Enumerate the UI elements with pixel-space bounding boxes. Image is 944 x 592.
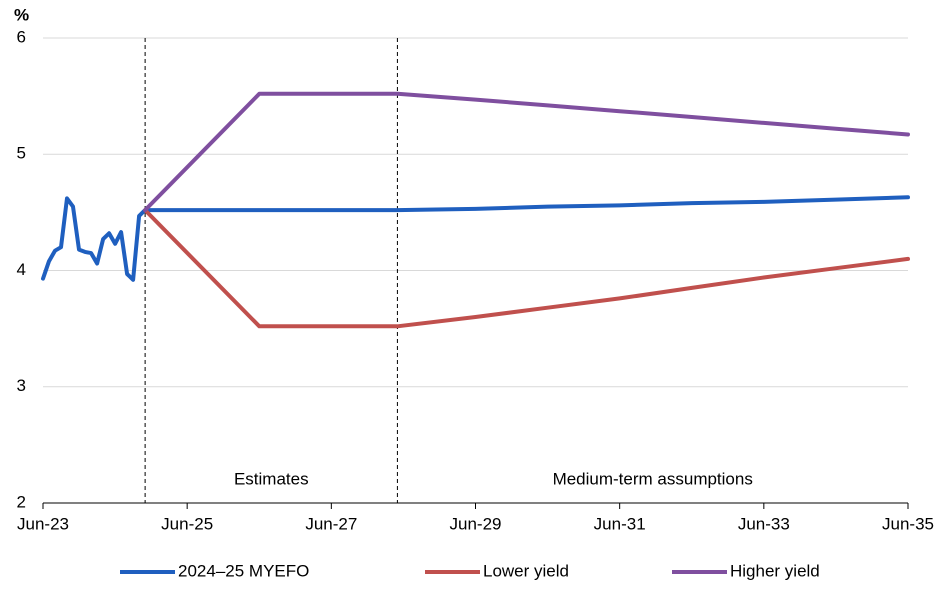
x-tick-label: Jun-25 (161, 514, 213, 533)
region-label: Medium-term assumptions (553, 469, 753, 488)
legend-label: Higher yield (730, 561, 820, 580)
x-tick-label: Jun-31 (594, 514, 646, 533)
legend-label: Lower yield (483, 561, 569, 580)
x-tick-label: Jun-23 (17, 514, 69, 533)
x-tick-label: Jun-27 (305, 514, 357, 533)
y-unit: % (14, 5, 29, 24)
x-tick-label: Jun-33 (738, 514, 790, 533)
region-label: Estimates (234, 469, 309, 488)
x-tick-label: Jun-35 (882, 514, 934, 533)
series-line (143, 208, 910, 329)
y-tick-label: 3 (17, 376, 26, 395)
y-tick-label: 2 (17, 492, 26, 511)
series-line (143, 91, 910, 213)
y-tick-label: 4 (17, 260, 26, 279)
legend-label: 2024–25 MYEFO (178, 561, 309, 580)
y-tick-label: 5 (17, 144, 26, 163)
series-line (41, 195, 910, 282)
y-tick-label: 6 (17, 27, 26, 46)
x-tick-label: Jun-29 (450, 514, 502, 533)
